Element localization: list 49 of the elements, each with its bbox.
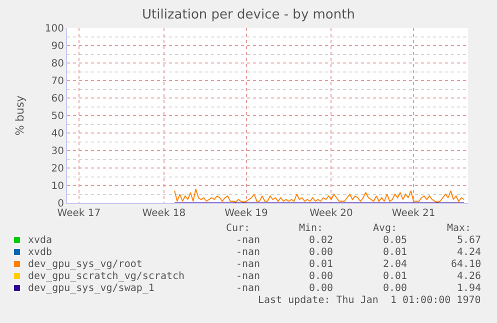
text: Min: xyxy=(299,223,324,234)
text: 0.02 xyxy=(309,235,334,246)
text: 2.04 xyxy=(383,259,408,270)
y-tick-label: 20 xyxy=(51,164,64,174)
text: 64.10 xyxy=(451,259,482,270)
legend-label: xvdb xyxy=(28,247,52,258)
legend-label: dev_gpu_sys_vg/swap_1 xyxy=(28,283,154,294)
text: Cur: xyxy=(226,223,250,234)
legend-label: dev_gpu_scratch_vg/scratch xyxy=(28,271,185,282)
y-tick-label: 60 xyxy=(51,94,64,104)
text: 0.00 xyxy=(383,283,408,294)
text: -nan xyxy=(236,259,260,270)
x-tick-label: Week 21 xyxy=(392,208,436,219)
text: 0.00 xyxy=(309,283,334,294)
text: Last update: Thu Jan 1 01:00:00 1970 xyxy=(258,295,481,306)
text: 5.67 xyxy=(457,235,482,246)
text: 0.00 xyxy=(309,247,334,258)
legend-label: xvda xyxy=(28,235,52,246)
text: -nan xyxy=(236,271,260,282)
text: Avg: xyxy=(373,223,398,234)
x-tick-label: Week 19 xyxy=(224,208,268,219)
text: 0.00 xyxy=(309,271,334,282)
text: 0.01 xyxy=(383,247,408,258)
y-tick-label: 70 xyxy=(51,76,64,87)
text: -nan xyxy=(236,235,260,246)
text: -nan xyxy=(236,247,260,258)
y-tick-label: 100 xyxy=(44,24,64,34)
text: -nan xyxy=(236,283,260,294)
text: Max: xyxy=(447,223,472,234)
text: 0.01 xyxy=(309,259,334,270)
text: 4.26 xyxy=(457,271,482,282)
text: 0.05 xyxy=(383,235,408,246)
x-tick-label: Week 20 xyxy=(310,208,353,219)
text: 0.01 xyxy=(383,271,408,282)
y-tick-label: 80 xyxy=(51,58,64,70)
x-tick-label: Week 17 xyxy=(57,208,101,219)
y-axis-title: % busy xyxy=(14,94,27,136)
y-tick-label: 10 xyxy=(51,181,64,192)
line-series xyxy=(174,188,465,203)
y-tick-label: 0 xyxy=(58,198,64,210)
y-tick-label: 50 xyxy=(51,111,64,122)
chart-title: Utilization per device - by month xyxy=(142,8,355,23)
text: 1.94 xyxy=(457,283,482,294)
x-tick-label: Week 18 xyxy=(142,208,186,219)
legend-label: dev_gpu_sys_vg/root xyxy=(28,259,142,270)
y-tick-label: 40 xyxy=(51,128,64,140)
y-tick-label: 90 xyxy=(51,41,64,52)
text: 4.24 xyxy=(457,247,482,258)
y-tick-label: 30 xyxy=(51,146,64,157)
